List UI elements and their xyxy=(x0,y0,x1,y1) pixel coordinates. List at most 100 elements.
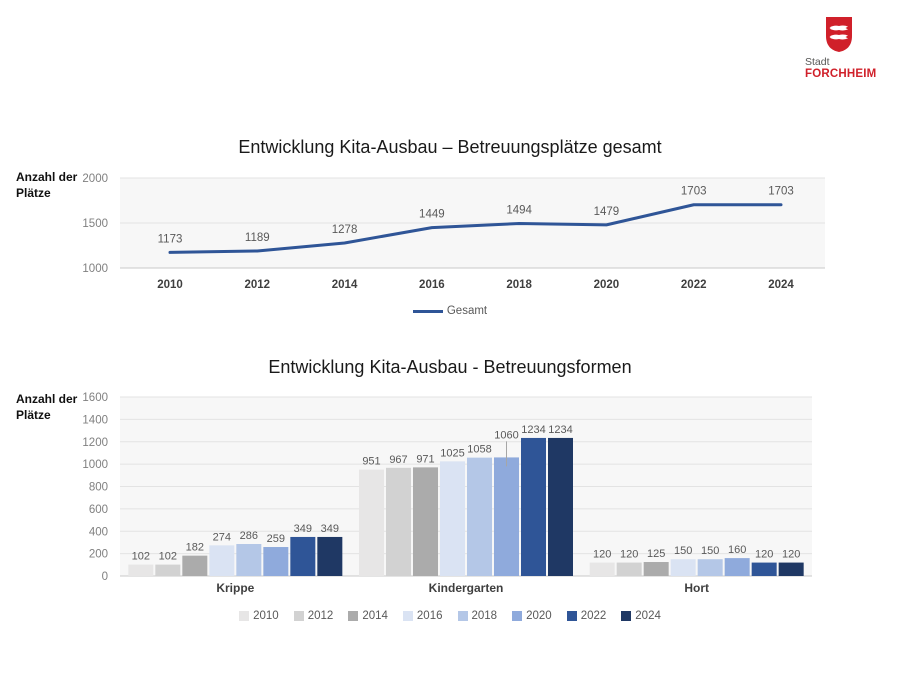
bar xyxy=(494,457,519,576)
data-label: 349 xyxy=(294,523,312,535)
data-label: 1703 xyxy=(768,186,794,198)
stadt-forchheim-logo: Stadt FORCHHEIM xyxy=(798,16,880,81)
data-label: 274 xyxy=(213,531,231,543)
category-label: Hort xyxy=(684,581,709,595)
bar xyxy=(548,437,573,576)
y-tick-label: 400 xyxy=(89,526,108,538)
legend-item-2022: 2022 xyxy=(566,610,607,622)
data-label: 1025 xyxy=(440,447,464,459)
bar xyxy=(467,457,492,576)
legend-line-swatch xyxy=(412,309,443,313)
data-label: 182 xyxy=(186,542,204,554)
bar xyxy=(751,562,777,576)
bar xyxy=(521,437,546,576)
legend-label: 2012 xyxy=(307,610,334,622)
line-chart-y-axis-label: Anzahl der Plätze xyxy=(16,170,78,200)
bar xyxy=(236,544,262,576)
legend-label: 2016 xyxy=(416,610,443,622)
bar-chart-legend: 2010 2012 2014 2016 2018 2020 2022 2024 xyxy=(0,610,900,622)
data-label: 160 xyxy=(728,544,746,556)
logo-words: Stadt FORCHHEIM xyxy=(798,56,880,81)
bar xyxy=(778,562,804,576)
data-label: 286 xyxy=(240,530,258,542)
bar xyxy=(413,467,438,576)
category-label: Krippe xyxy=(216,581,254,595)
legend-color-swatch xyxy=(239,611,250,621)
data-label: 120 xyxy=(755,549,773,561)
bar xyxy=(589,562,615,576)
data-label: 125 xyxy=(647,548,665,560)
legend-item-2024: 2024 xyxy=(621,610,661,622)
data-label: 1189 xyxy=(245,232,270,244)
category-label: Kindergarten xyxy=(429,581,504,595)
bar xyxy=(616,562,642,576)
bar xyxy=(128,564,154,576)
data-label: 1449 xyxy=(419,209,445,221)
data-label: 1494 xyxy=(506,205,532,217)
bar xyxy=(155,564,181,576)
y-tick-label: 1600 xyxy=(82,392,108,404)
bar xyxy=(643,562,669,576)
legend-color-swatch xyxy=(512,611,523,621)
legend-color-swatch xyxy=(402,611,413,621)
forchheim-crest-icon xyxy=(826,17,852,52)
y-tick-label: 2000 xyxy=(82,173,108,185)
legend-label: 2010 xyxy=(253,610,279,622)
line-chart-title: Entwicklung Kita-Ausbau – Betreuungsplät… xyxy=(238,137,662,157)
y-tick-label: 600 xyxy=(89,504,108,516)
logo-city-label: FORCHHEIM xyxy=(805,68,877,81)
bar xyxy=(440,461,465,576)
bar xyxy=(670,559,696,576)
legend-item-gesamt: Gesamt xyxy=(412,305,487,317)
legend-label: 2014 xyxy=(362,610,388,622)
bar xyxy=(317,536,343,576)
bar-chart: 1600 1400 1200 1000 800 600 400 200 0 102 102 182 27… xyxy=(82,392,812,595)
y-tick-label: 1400 xyxy=(82,414,108,426)
data-label: 259 xyxy=(267,533,285,545)
legend-item-2014: 2014 xyxy=(348,610,388,622)
data-label: 971 xyxy=(416,453,434,465)
data-label: 102 xyxy=(159,551,177,563)
data-label: 150 xyxy=(701,545,719,557)
data-label: 1479 xyxy=(594,206,620,218)
data-label: 1173 xyxy=(158,233,183,245)
y-tick-label: 200 xyxy=(89,549,108,561)
data-label: 967 xyxy=(389,454,407,466)
data-label: 349 xyxy=(321,523,339,535)
bar xyxy=(263,547,289,576)
data-label: 1234 xyxy=(548,424,572,436)
legend-label: 2024 xyxy=(635,610,661,622)
x-tick-label: 2020 xyxy=(594,279,620,291)
y-tick-label: 1200 xyxy=(82,437,108,449)
series-line xyxy=(168,203,783,254)
data-label: 102 xyxy=(132,551,150,563)
data-label: 951 xyxy=(362,456,380,468)
legend-item-2018: 2018 xyxy=(457,610,497,622)
data-label: 150 xyxy=(674,545,692,557)
x-tick-label: 2016 xyxy=(419,279,445,291)
data-label: 1703 xyxy=(681,186,707,198)
bar xyxy=(182,555,208,576)
legend-color-swatch xyxy=(621,611,632,621)
line-chart: 2000 1500 1000 1173 1189 1278 1449 1494 1479 1703… xyxy=(82,173,825,291)
y-tick-label: 800 xyxy=(89,482,108,494)
legend-item-2012: 2012 xyxy=(293,610,334,622)
x-tick-label: 2012 xyxy=(244,279,270,291)
y-tick-label: 0 xyxy=(102,571,108,583)
data-label: 1234 xyxy=(521,424,545,436)
data-label: 120 xyxy=(620,549,638,561)
y-tick-label: 1000 xyxy=(82,263,108,275)
legend-item-2010: 2010 xyxy=(239,610,279,622)
legend-color-swatch xyxy=(348,611,359,621)
legend-item-2020: 2020 xyxy=(512,610,552,622)
y-tick-label: 1000 xyxy=(82,459,108,471)
bar-chart-title: Entwicklung Kita-Ausbau - Betreuungsform… xyxy=(268,357,632,377)
legend-label: 2022 xyxy=(580,610,607,622)
line-chart-legend: Gesamt xyxy=(0,305,900,317)
data-label: 120 xyxy=(593,549,611,561)
x-tick-label: 2018 xyxy=(506,279,532,291)
legend-color-swatch xyxy=(566,611,577,621)
y-tick-label: 1500 xyxy=(82,218,108,230)
x-tick-label: 2014 xyxy=(332,279,358,291)
